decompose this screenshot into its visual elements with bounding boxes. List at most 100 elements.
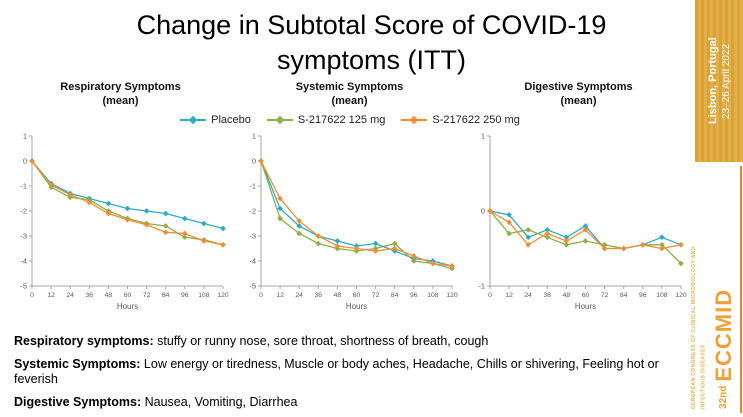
svg-text:0: 0 <box>488 292 492 299</box>
svg-text:24: 24 <box>295 292 303 299</box>
svg-text:0: 0 <box>259 292 263 299</box>
svg-text:36: 36 <box>86 292 94 299</box>
svg-text:1: 1 <box>252 131 256 140</box>
svg-text:12: 12 <box>276 292 284 299</box>
svg-text:24: 24 <box>66 292 74 299</box>
svg-text:12: 12 <box>505 292 513 299</box>
svg-text:48: 48 <box>105 292 113 299</box>
svg-text:-2: -2 <box>249 206 256 215</box>
svg-text:60: 60 <box>124 292 132 299</box>
chart-title-digestive: Digestive Symptoms (mean) <box>464 80 693 109</box>
chart-title-text: Systemic Symptoms <box>295 81 404 93</box>
svg-text:-1: -1 <box>249 181 256 190</box>
banner-location: Lisbon, Portugal <box>706 37 719 125</box>
banner-congress-acronym: ECCMID <box>711 288 736 382</box>
svg-text:Hours: Hours <box>346 302 367 311</box>
footnote-respiratory-label: Respiratory symptoms: <box>14 334 154 348</box>
footnotes: Respiratory symptoms: stuffy or runny no… <box>14 334 684 417</box>
footnote-systemic-text: Low energy or tiredness, Muscle or body … <box>14 357 659 386</box>
charts-area: Respiratory Symptoms (mean) Systemic Sym… <box>6 80 694 318</box>
footnote-digestive: Digestive Symptoms: Nausea, Vomiting, Di… <box>14 395 684 410</box>
chart-title-respiratory: Respiratory Symptoms (mean) <box>6 80 235 109</box>
svg-text:Hours: Hours <box>575 302 596 311</box>
svg-text:36: 36 <box>544 292 552 299</box>
svg-text:72: 72 <box>372 292 380 299</box>
legend-label-placebo: Placebo <box>211 113 251 126</box>
chart-legend: Placebo S-217622 125 mg S-217622 250 mg <box>6 112 694 128</box>
banner-edge-line <box>740 166 742 413</box>
svg-text:-5: -5 <box>20 281 27 290</box>
svg-text:-1: -1 <box>478 281 485 290</box>
svg-text:-3: -3 <box>249 231 256 240</box>
svg-text:48: 48 <box>563 292 571 299</box>
legend-item-placebo: Placebo <box>180 114 251 126</box>
svg-text:96: 96 <box>410 292 418 299</box>
slide-title: Change in Subtotal Score of COVID-19 sym… <box>136 10 607 76</box>
legend-item-125mg: S-217622 125 mg <box>266 113 386 126</box>
svg-text:120: 120 <box>446 292 458 299</box>
banner-congress-name: 32nd ECCMID <box>711 162 737 409</box>
legend-marker-125mg-icon <box>266 115 293 125</box>
banner-congress-number: 32nd <box>718 385 729 409</box>
svg-text:96: 96 <box>639 292 647 299</box>
footnote-systemic-label: Systemic Symptoms: <box>14 357 141 371</box>
chart-title-systemic: Systemic Symptoms (mean) <box>235 80 464 109</box>
chart-titles-row: Respiratory Symptoms (mean) Systemic Sym… <box>6 80 694 109</box>
svg-text:0: 0 <box>481 206 485 215</box>
footnote-respiratory: Respiratory symptoms: stuffy or runny no… <box>14 334 684 349</box>
banner-dates: 23–26 April 2022 <box>720 43 732 119</box>
svg-text:108: 108 <box>656 292 668 299</box>
banner-congress-fullname: EUROPEAN CONGRESS OF CLINICAL MICROBIOLO… <box>691 246 707 409</box>
chart-subtitle-text: (mean) <box>331 95 368 108</box>
conference-banner: Lisbon, Portugal 23–26 April 2022 EUROPE… <box>691 0 743 417</box>
svg-text:1: 1 <box>481 131 485 140</box>
svg-text:0: 0 <box>252 156 256 165</box>
svg-text:-1: -1 <box>20 181 27 190</box>
svg-text:-5: -5 <box>249 281 256 290</box>
svg-text:120: 120 <box>217 292 229 299</box>
svg-text:108: 108 <box>198 292 210 299</box>
legend-item-250mg: S-217622 250 mg <box>401 113 520 126</box>
footnote-digestive-text: Nausea, Vomiting, Diarrhea <box>141 395 298 409</box>
legend-marker-placebo-icon <box>180 115 207 125</box>
svg-text:60: 60 <box>353 292 361 299</box>
banner-congress-block: EUROPEAN CONGRESS OF CLINICAL MICROBIOLO… <box>691 162 743 417</box>
chart-subtitle-text: (mean) <box>560 95 597 108</box>
chart-subtitle-text: (mean) <box>102 95 139 108</box>
svg-text:72: 72 <box>143 292 151 299</box>
svg-text:-4: -4 <box>20 256 27 265</box>
footnote-respiratory-text: stuffy or runny nose, sore throat, short… <box>153 334 489 348</box>
legend-marker-250mg-icon <box>401 115 428 125</box>
svg-text:1: 1 <box>23 131 27 140</box>
svg-text:108: 108 <box>427 292 439 299</box>
svg-text:0: 0 <box>30 292 34 299</box>
banner-location-block: Lisbon, Portugal 23–26 April 2022 <box>695 0 743 162</box>
svg-text:-4: -4 <box>249 256 256 265</box>
chart-title-text: Respiratory Symptoms <box>60 81 181 93</box>
footnote-systemic: Systemic Symptoms: Low energy or tiredne… <box>14 357 684 387</box>
svg-text:120: 120 <box>675 292 687 299</box>
svg-text:0: 0 <box>23 156 27 165</box>
chart-title-text: Digestive Symptoms <box>524 81 633 93</box>
svg-text:48: 48 <box>334 292 342 299</box>
legend-label-250mg: S-217622 250 mg <box>432 113 520 126</box>
svg-text:Hours: Hours <box>117 302 138 311</box>
plots-row: 1 0 -1 -2 -3 -4 -5 0 12 24 36 48 60 72 84 96 108 120 Hours… <box>6 128 694 318</box>
svg-text:84: 84 <box>620 292 628 299</box>
svg-text:-3: -3 <box>20 231 27 240</box>
legend-label-125mg: S-217622 125 mg <box>297 113 386 126</box>
svg-text:24: 24 <box>524 292 532 299</box>
svg-text:96: 96 <box>181 292 189 299</box>
footnote-digestive-label: Digestive Symptoms: <box>14 395 142 409</box>
svg-text:-2: -2 <box>20 206 27 215</box>
svg-text:84: 84 <box>391 292 399 299</box>
svg-text:60: 60 <box>582 292 590 299</box>
svg-text:72: 72 <box>601 292 609 299</box>
svg-text:36: 36 <box>315 292 323 299</box>
svg-text:84: 84 <box>162 292 170 299</box>
svg-text:12: 12 <box>47 292 55 299</box>
